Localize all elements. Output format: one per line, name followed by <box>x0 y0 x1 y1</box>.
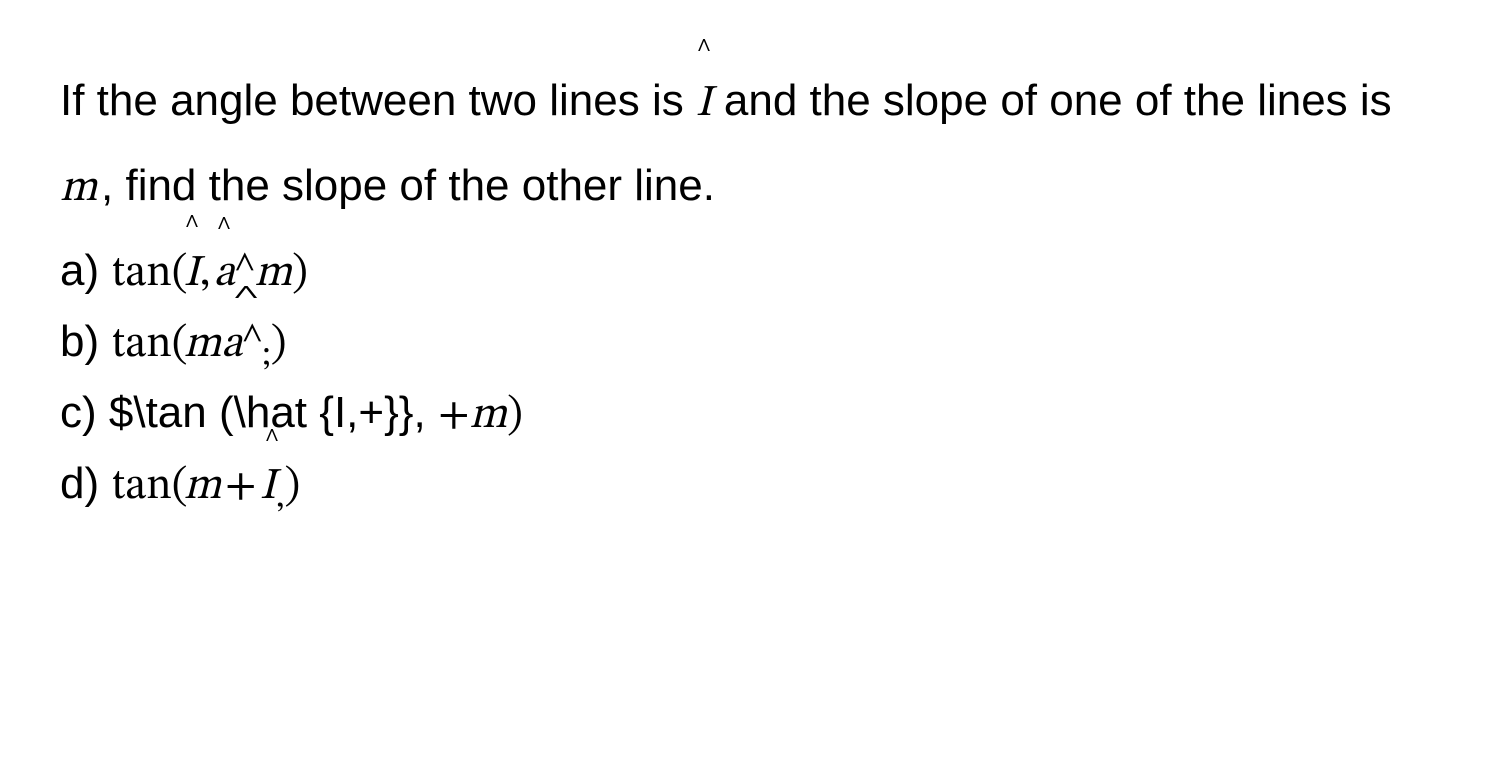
option-b: b) tan(m^a∧;) <box>60 308 1440 379</box>
question-part1: If the angle between two lines is <box>60 76 696 125</box>
option-b-expr: tan(m^a∧;) <box>111 323 286 367</box>
option-c-tail: +m) <box>438 394 523 438</box>
page: If the angle between two lines is ^I and… <box>0 0 1500 522</box>
question-part3: , find the slope of the other line. <box>101 161 715 210</box>
question-part2: and the slope of one of the lines is <box>712 76 1392 125</box>
question-text: If the angle between two lines is ^I and… <box>60 60 1440 231</box>
option-a-expr: tan(^I,^a∧m) <box>111 252 307 296</box>
angle-symbol: ^I <box>696 82 712 126</box>
option-a: a) tan(^I,^a∧m) <box>60 237 1440 308</box>
option-d-expr: tan(m+^I,) <box>111 465 300 509</box>
options-list: a) tan(^I,^a∧m) b) tan(m^a∧;) c) $\tan (… <box>60 237 1440 522</box>
option-label: a) <box>60 246 111 295</box>
superscript-wedge: ∧ <box>235 247 255 277</box>
option-d: d) tan(m+^I,) <box>60 450 1440 521</box>
superscript-wedge: ∧ <box>243 318 263 348</box>
option-label: c) <box>60 388 109 437</box>
option-label: d) <box>60 459 111 508</box>
option-label: b) <box>60 317 111 366</box>
slope-symbol: m <box>60 167 98 211</box>
